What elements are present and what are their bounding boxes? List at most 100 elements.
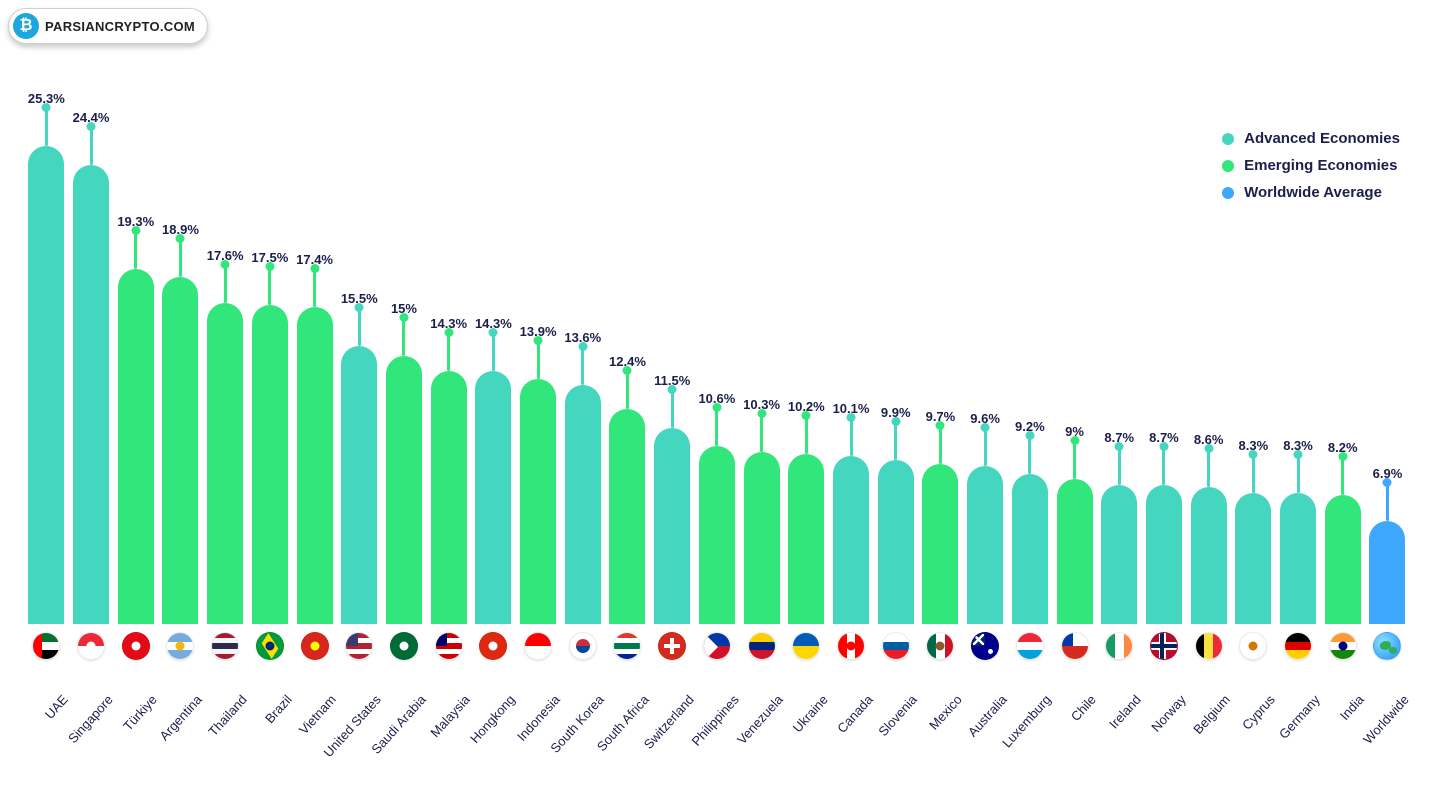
lollipop-stem [671,390,674,428]
lollipop-stem [537,341,540,379]
lollipop-stem [1162,447,1165,485]
bar [73,165,109,624]
flag-icon [1195,632,1223,660]
lollipop-dot [1070,436,1079,445]
flag-icon [479,632,507,660]
legend-item: Worldwide Average [1222,184,1400,201]
bar [788,454,824,624]
flag-icon [390,632,418,660]
legend: Advanced Economies Emerging Economies Worl… [1222,130,1400,201]
watermark-badge: ₿ PARSIANCRYPTO.COM [8,8,208,44]
lollipop-dot [444,328,453,337]
bar [28,146,64,624]
bar [1280,493,1316,624]
bar [1369,521,1405,624]
lollipop-dot [1338,452,1347,461]
chart-column: 24.4%Singapore [69,110,114,770]
bar [699,446,735,624]
lollipop-stem [447,333,450,371]
bar [1101,485,1137,624]
lollipop-stem [939,426,942,464]
flag-icon [837,632,865,660]
bar [1146,485,1182,624]
lollipop-dot [87,122,96,131]
bar [475,371,511,625]
bar [967,466,1003,624]
lollipop-dot [355,303,364,312]
lollipop-dot [265,262,274,271]
lollipop-dot [1204,444,1213,453]
lollipop-stem [134,231,137,269]
lollipop-dot [399,313,408,322]
bar [386,356,422,624]
chart-column: 6.9%Worldwide [1365,466,1410,770]
bar [878,460,914,624]
lollipop-stem [805,416,808,454]
lollipop-stem [268,267,271,305]
lollipop-dot [176,234,185,243]
lollipop-dot [891,417,900,426]
bar [207,303,243,624]
flag-icon [971,632,999,660]
lollipop-stem [313,269,316,307]
flag-icon [301,632,329,660]
flag-icon [77,632,105,660]
bar [922,464,958,624]
legend-label: Emerging Economies [1244,157,1397,174]
lollipop-dot [131,226,140,235]
legend-item: Advanced Economies [1222,130,1400,147]
lollipop-stem [1028,436,1031,474]
lollipop-stem [179,239,182,277]
lollipop-dot [42,103,51,112]
legend-label: Worldwide Average [1244,184,1382,201]
lollipop-dot [221,260,230,269]
flag-icon [256,632,284,660]
lollipop-dot [310,264,319,273]
chart-column: 25.3%UAE [24,91,69,770]
flag-icon [569,632,597,660]
flag-icon [1373,632,1401,660]
lollipop-stem [581,347,584,385]
lollipop-dot [1383,478,1392,487]
flag-icon [1016,632,1044,660]
flag-icon [926,632,954,660]
flag-icon [166,632,194,660]
bar [162,277,198,624]
bar [252,305,288,624]
flag-icon [1329,632,1357,660]
bar [744,452,780,624]
legend-item: Emerging Economies [1222,157,1400,174]
flag-icon [613,632,641,660]
lollipop-dot [489,328,498,337]
lollipop-stem [894,422,897,460]
lollipop-dot [981,423,990,432]
bar [565,385,601,624]
legend-dot [1222,160,1234,172]
flag-icon [748,632,776,660]
bar [833,456,869,624]
legend-dot [1222,133,1234,145]
watermark-icon: ₿ [13,13,39,39]
lollipop-dot [802,411,811,420]
bar [1057,479,1093,624]
lollipop-stem [492,333,495,371]
flag-icon [882,632,910,660]
lollipop-dot [534,336,543,345]
flag-icon [122,632,150,660]
lollipop-stem [90,127,93,165]
lollipop-stem [45,108,48,146]
flag-icon [1061,632,1089,660]
lollipop-stem [626,371,629,409]
flag-icon [211,632,239,660]
flag-icon [435,632,463,660]
lollipop-dot [1294,450,1303,459]
flag-icon [345,632,373,660]
lollipop-stem [984,428,987,466]
lollipop-dot [578,342,587,351]
lollipop-stem [1252,455,1255,493]
flag-icon [1150,632,1178,660]
lollipop-dot [1249,450,1258,459]
bar [297,307,333,624]
bar [1191,487,1227,624]
lollipop-stem [850,418,853,456]
